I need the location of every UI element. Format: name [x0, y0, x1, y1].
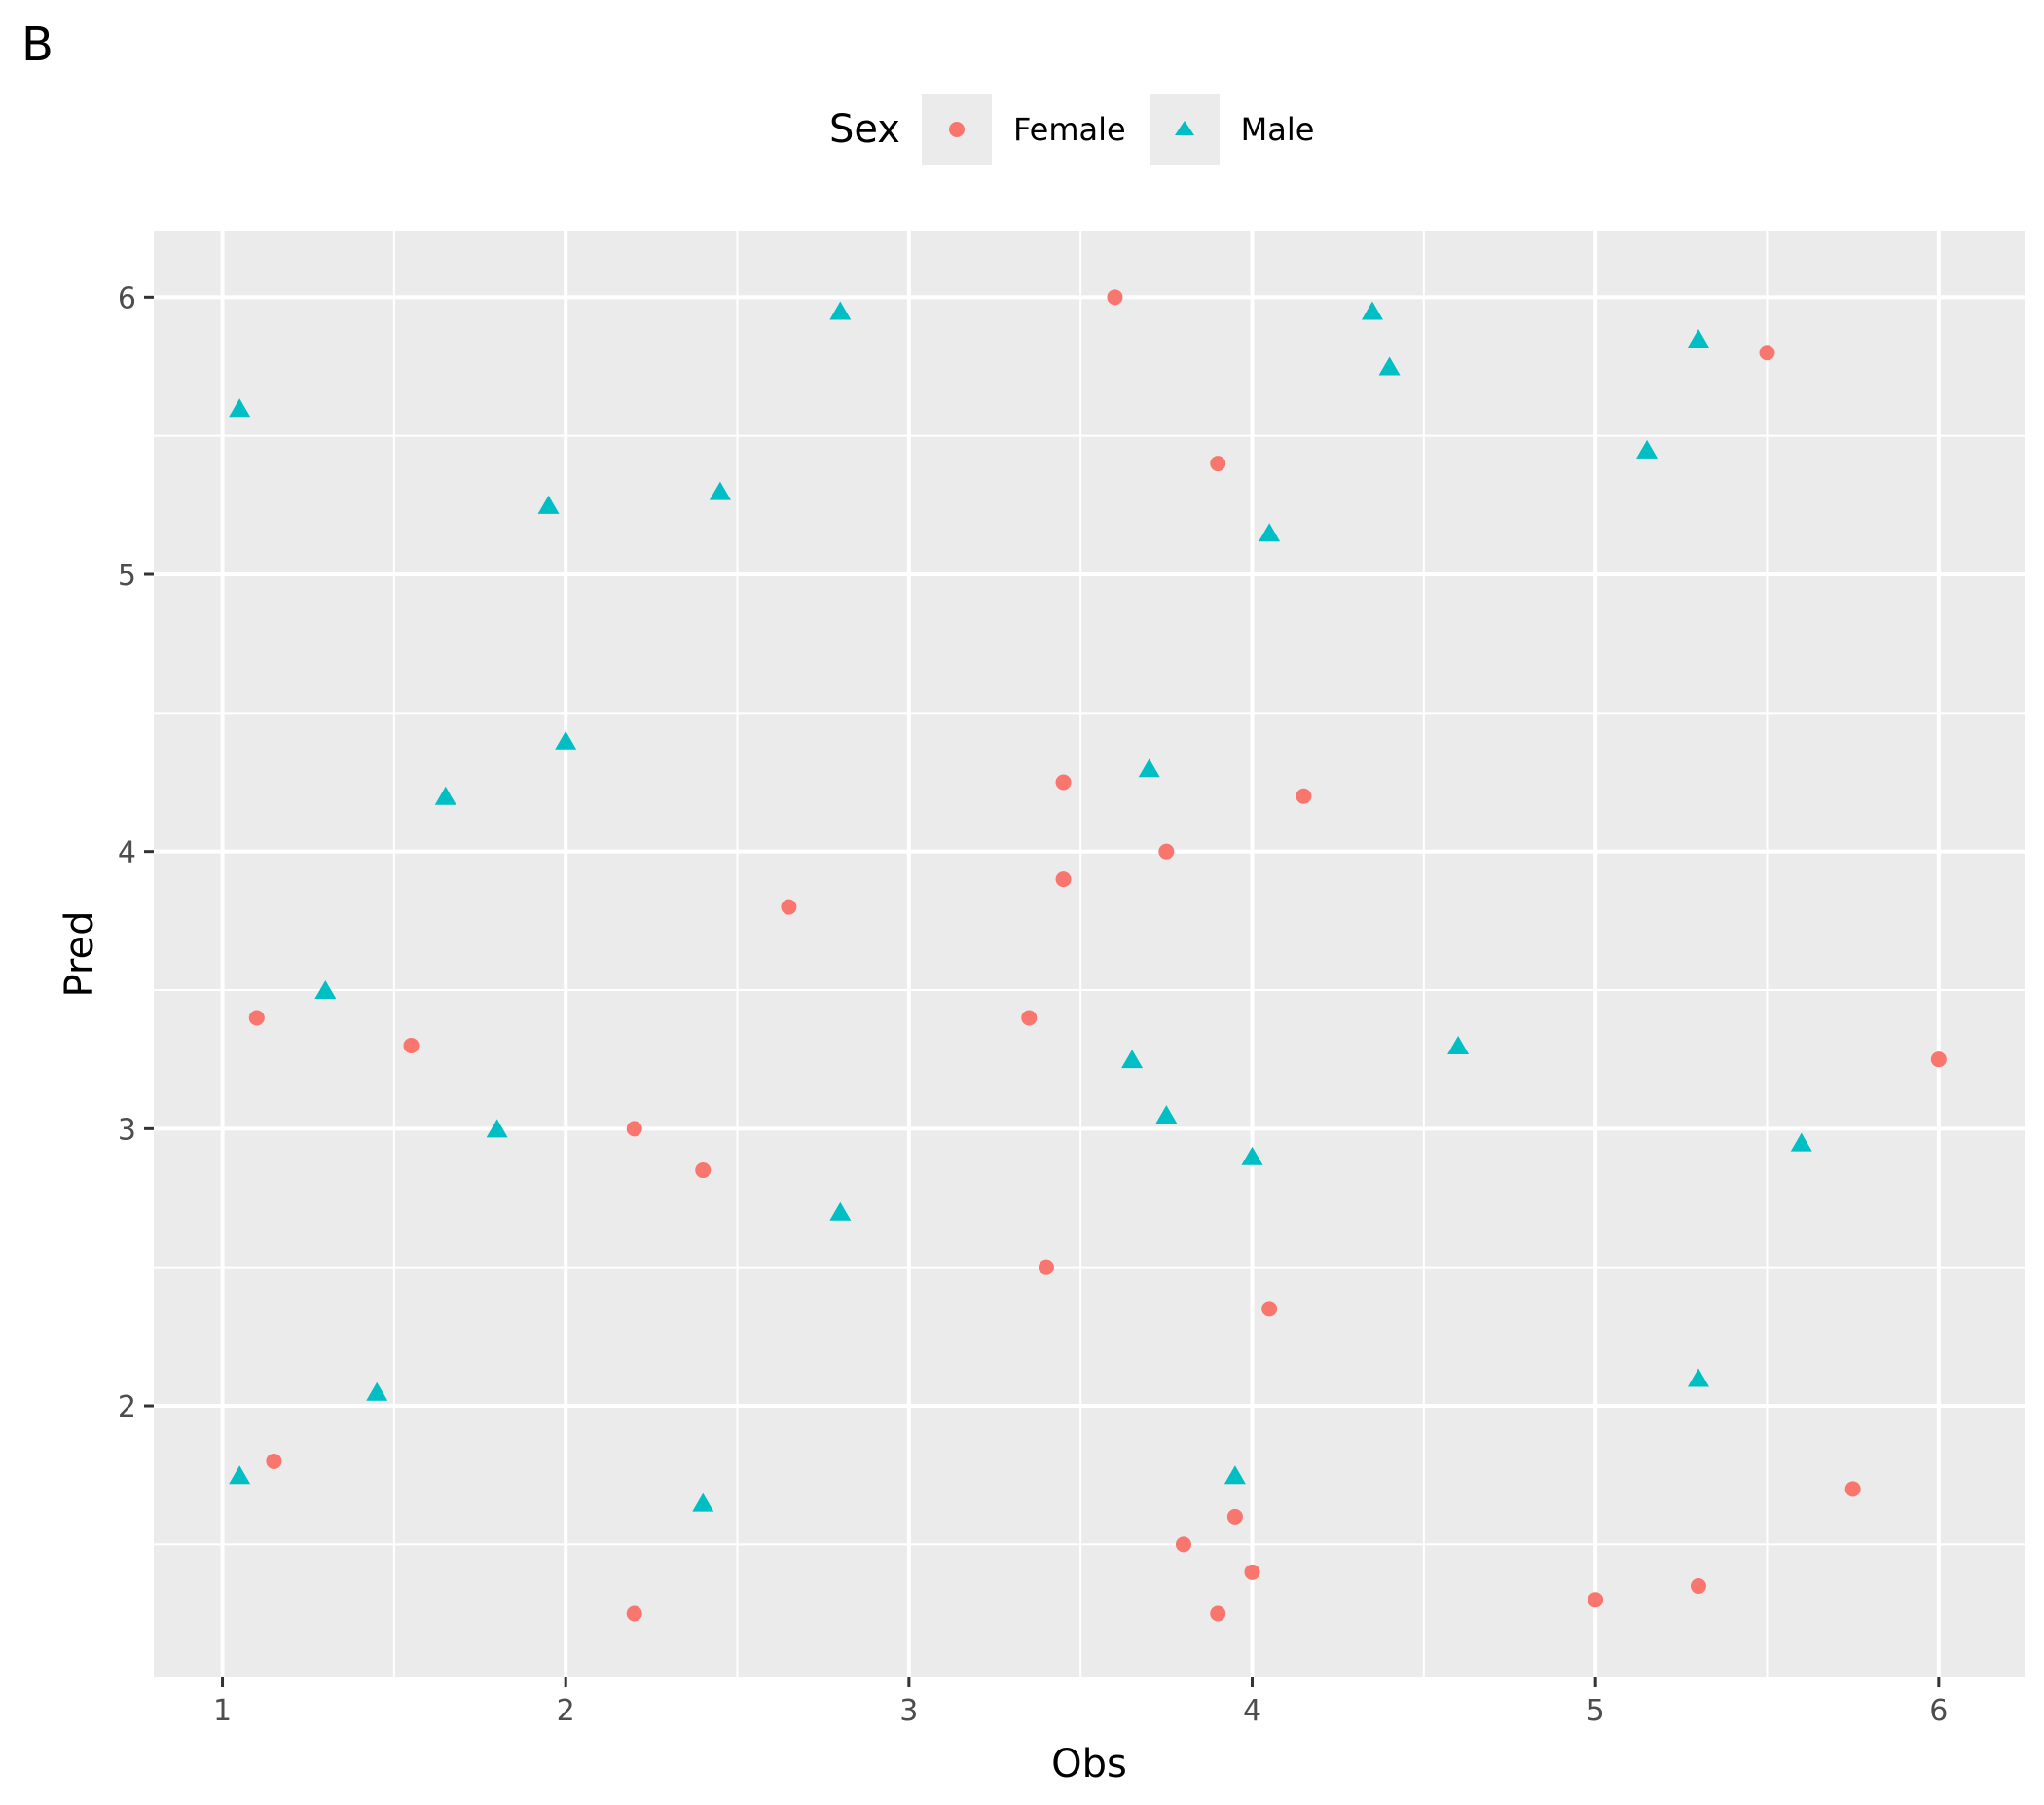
- male-point: [1241, 1146, 1263, 1165]
- y-tick-label: 3: [118, 1113, 136, 1147]
- male-point: [537, 495, 560, 514]
- female-point: [1210, 1605, 1226, 1622]
- male-point: [1155, 1105, 1178, 1124]
- female-point: [1244, 1564, 1260, 1580]
- y-tick-label: 6: [118, 281, 136, 315]
- grid-minor: [154, 231, 2025, 1677]
- female-point: [248, 1010, 265, 1026]
- female-point: [626, 1605, 642, 1622]
- data-points: [229, 289, 1947, 1622]
- male-point: [1121, 1050, 1144, 1069]
- male-point: [1259, 523, 1281, 542]
- male-point: [1223, 1465, 1246, 1485]
- male-point: [366, 1381, 388, 1401]
- female-point: [1844, 1481, 1861, 1497]
- male-point: [1447, 1035, 1470, 1054]
- legend-label-male: Male: [1240, 111, 1315, 148]
- male-point: [434, 786, 456, 805]
- plot-panel: [154, 231, 2025, 1677]
- female-point: [1210, 456, 1226, 472]
- female-point: [1021, 1010, 1038, 1026]
- female-point: [781, 899, 797, 915]
- male-point: [829, 1201, 852, 1221]
- y-tick-label: 2: [118, 1390, 136, 1424]
- female-point: [403, 1037, 420, 1053]
- male-point: [229, 1465, 251, 1485]
- legend-title: Sex: [829, 107, 900, 152]
- female-point: [1261, 1301, 1278, 1317]
- x-tick-label: 2: [557, 1694, 575, 1728]
- female-point: [1296, 788, 1312, 804]
- male-point: [314, 980, 337, 1000]
- male-point: [829, 301, 852, 320]
- male-point: [1636, 439, 1659, 459]
- female-point: [1588, 1592, 1604, 1608]
- x-tick-label: 5: [1587, 1694, 1605, 1728]
- female-point: [1055, 774, 1072, 791]
- female-point: [1107, 289, 1123, 306]
- male-point: [709, 481, 731, 500]
- female-point: [1690, 1578, 1706, 1595]
- grid-major: [154, 231, 2025, 1677]
- male-point: [229, 398, 251, 418]
- male-point: [692, 1492, 714, 1512]
- male-point: [1790, 1132, 1812, 1152]
- x-tick-label: 4: [1243, 1694, 1261, 1728]
- female-point: [695, 1162, 712, 1179]
- male-point: [1138, 758, 1160, 778]
- male-point: [1361, 301, 1383, 320]
- female-point: [1038, 1259, 1054, 1275]
- female-point: [1759, 345, 1775, 361]
- female-point: [626, 1121, 642, 1137]
- legend-label-female: Female: [1012, 111, 1126, 148]
- female-point: [266, 1453, 282, 1469]
- legend: Sex Female Male: [829, 94, 1337, 165]
- axis-ticks: 1 2 3 4 5 6 2 3 4 5 6: [118, 281, 1948, 1728]
- male-point: [486, 1119, 508, 1138]
- male-point: [1687, 329, 1709, 349]
- female-point: [1055, 871, 1072, 888]
- y-tick-label: 4: [118, 836, 136, 870]
- y-tick-label: 5: [118, 559, 136, 593]
- circle-icon: [948, 122, 965, 137]
- x-tick-label: 1: [213, 1694, 232, 1728]
- x-tick-label: 3: [899, 1694, 918, 1728]
- y-axis-title: Pred: [57, 911, 102, 998]
- female-point: [1226, 1508, 1243, 1525]
- male-point: [1378, 356, 1401, 376]
- x-axis-title: Obs: [1051, 1742, 1127, 1787]
- female-point: [1175, 1536, 1191, 1553]
- male-point: [1687, 1368, 1709, 1387]
- legend-key-male: [1149, 94, 1220, 165]
- x-tick-label: 6: [1929, 1694, 1948, 1728]
- female-point: [1930, 1051, 1947, 1068]
- triangle-icon: [1174, 121, 1194, 135]
- legend-key-female: [921, 94, 992, 165]
- male-point: [555, 730, 577, 750]
- panel-tag: B: [21, 18, 54, 72]
- female-point: [1158, 843, 1175, 860]
